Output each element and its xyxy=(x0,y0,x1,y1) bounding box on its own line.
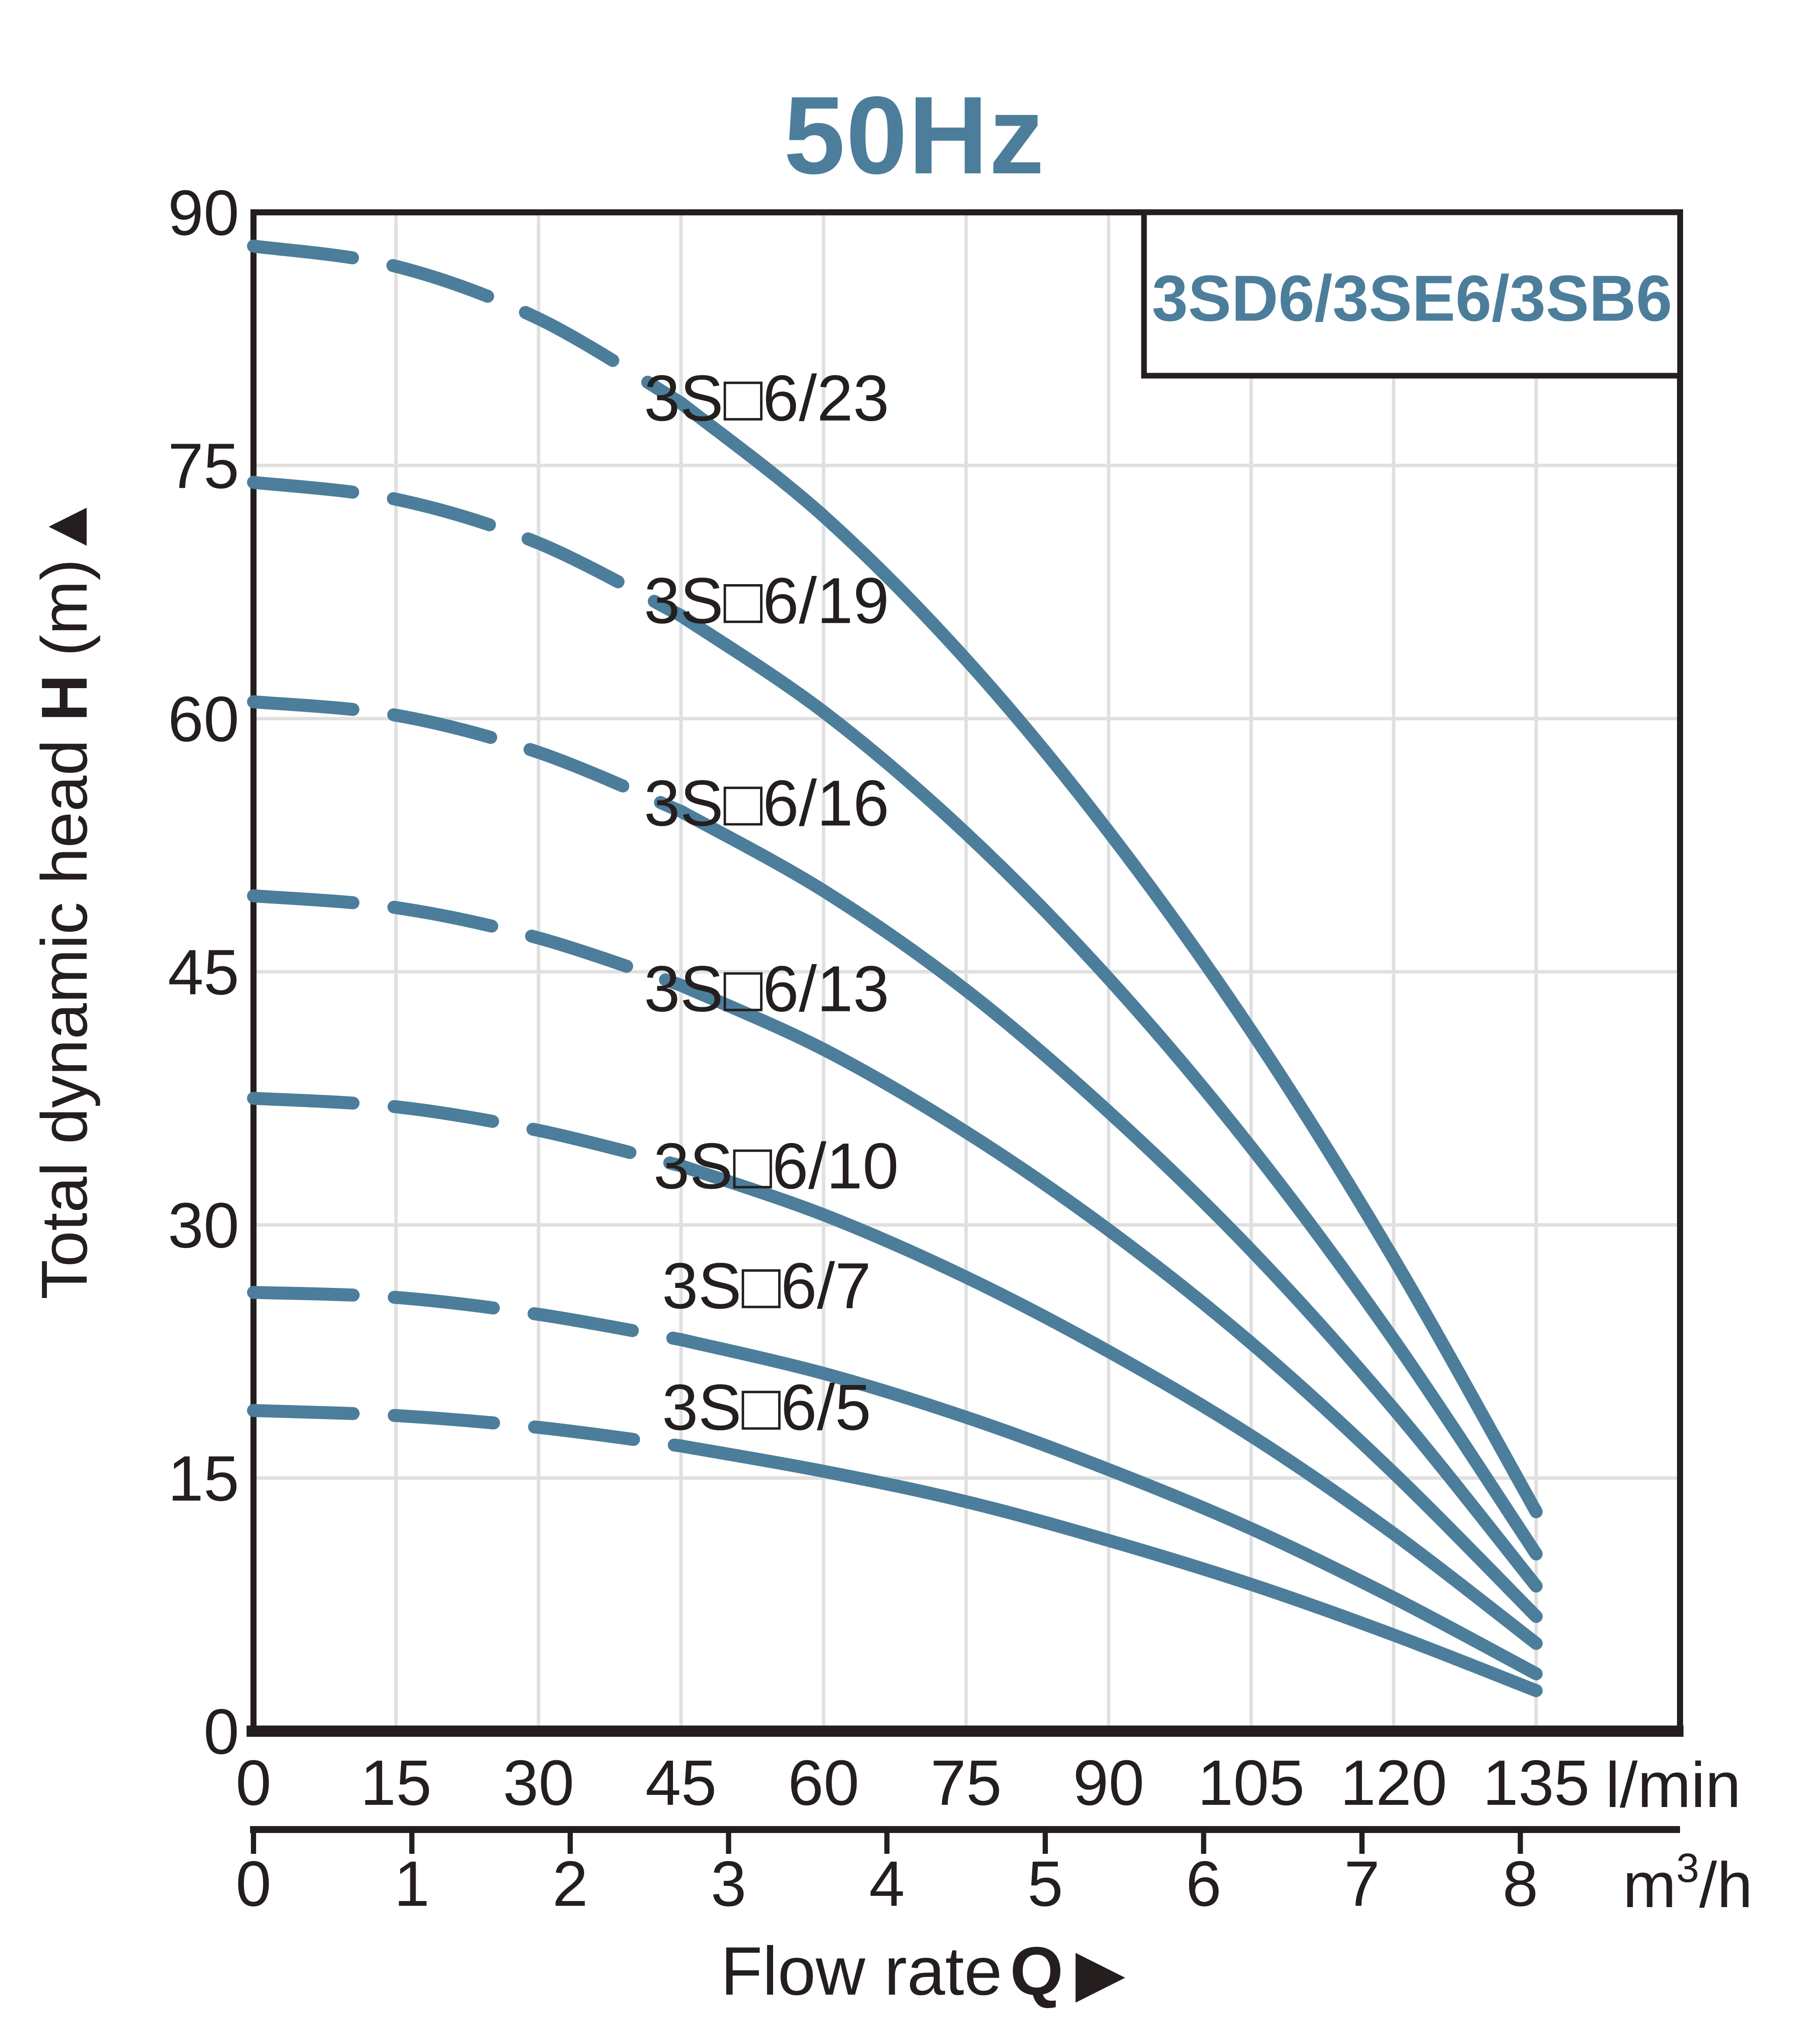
curve-label-1: 3S□6/19 xyxy=(644,564,889,637)
pump-curve-dashed-2 xyxy=(247,695,688,818)
x1-tick-label: 15 xyxy=(361,1747,432,1819)
x2-unit-tail: /h xyxy=(1699,1849,1753,1921)
pump-curve-dashed-6 xyxy=(247,1404,688,1453)
x-axis-title-text: Flow rate xyxy=(720,1933,1002,2009)
pump-curve-4 xyxy=(674,1159,1543,1650)
x1-tick-label: 0 xyxy=(236,1747,271,1819)
legend-box xyxy=(1141,209,1683,379)
chart-title: 50Hz xyxy=(783,74,1045,197)
x2-tick-label: 8 xyxy=(1502,1848,1538,1920)
x1-tick-label: 105 xyxy=(1198,1747,1305,1819)
pump-curve-0 xyxy=(674,396,1543,1518)
curve-label-4: 3S□6/10 xyxy=(653,1129,899,1202)
pump-curve-dashed-1 xyxy=(247,476,688,622)
pump-curve-dashed-3 xyxy=(247,889,688,992)
pump-curve-dashed-0 xyxy=(247,239,688,410)
pump-curve-6 xyxy=(674,1439,1543,1697)
x2-tick-label: 7 xyxy=(1344,1848,1380,1920)
x2-axis-unit: m3/h xyxy=(1623,1848,1753,1918)
y-tick-label: 90 xyxy=(168,177,239,249)
x1-axis-unit: l/min xyxy=(1606,1749,1741,1821)
pump-curve-1 xyxy=(674,609,1543,1561)
x2-tick-label: 5 xyxy=(1027,1848,1063,1920)
y-axis-unit: (m) xyxy=(28,559,101,656)
y-tick-label: 0 xyxy=(204,1696,239,1768)
x1-tick-label: 75 xyxy=(930,1747,1002,1819)
x2-unit-base: m xyxy=(1623,1849,1677,1921)
curve-label-0: 3S□6/23 xyxy=(644,361,889,434)
curve-label-6: 3S□6/5 xyxy=(662,1371,871,1443)
legend-label: 3SD6/3SE6/3SB6 xyxy=(1152,262,1672,335)
x1-tick-label: 135 xyxy=(1483,1747,1590,1819)
pump-curve-dashed-4 xyxy=(247,1092,688,1173)
x2-tick-label: 0 xyxy=(236,1848,271,1920)
y-tick-label: 75 xyxy=(168,430,239,502)
x2-tick-label: 1 xyxy=(394,1848,429,1920)
x2-tick-label: 3 xyxy=(711,1848,746,1920)
pump-curve-dashed-5 xyxy=(247,1286,688,1346)
x-axis-title: Flow rate Q ▶ xyxy=(620,1937,1226,2005)
y-axis-title-text: Total dynamic head xyxy=(28,739,101,1300)
y-tick-label: 60 xyxy=(168,683,239,755)
x2-tick-label: 2 xyxy=(552,1848,588,1920)
x1-tick-label: 45 xyxy=(645,1747,717,1819)
x1-tick-label: 90 xyxy=(1073,1747,1144,1819)
pump-curve-2 xyxy=(674,805,1543,1593)
x1-tick-label: 120 xyxy=(1340,1747,1447,1819)
x1-tick-label: 60 xyxy=(788,1747,859,1819)
y-axis-symbol: H xyxy=(28,674,101,722)
x2-tick-label: 6 xyxy=(1186,1848,1221,1920)
pump-curve-3 xyxy=(674,978,1543,1623)
x2-tick-label: 4 xyxy=(869,1848,905,1920)
curve-label-2: 3S□6/16 xyxy=(644,767,889,839)
y-axis-title: Total dynamic head H (m)▲ xyxy=(25,334,103,1460)
x1-tick-label: 30 xyxy=(503,1747,574,1819)
curve-label-5: 3S□6/7 xyxy=(662,1249,871,1322)
pump-curve-5 xyxy=(674,1333,1543,1680)
curve-label-3: 3S□6/13 xyxy=(644,952,889,1025)
y-tick-label: 30 xyxy=(168,1190,239,1261)
x2-unit-exponent: 3 xyxy=(1676,1845,1700,1891)
y-tick-label: 45 xyxy=(168,937,239,1008)
y-tick-label: 15 xyxy=(168,1443,239,1514)
right-arrow-icon: ▶ xyxy=(1075,1936,1125,2008)
up-arrow-icon: ▲ xyxy=(28,494,101,559)
x-axis-symbol: Q xyxy=(1010,1933,1063,2009)
